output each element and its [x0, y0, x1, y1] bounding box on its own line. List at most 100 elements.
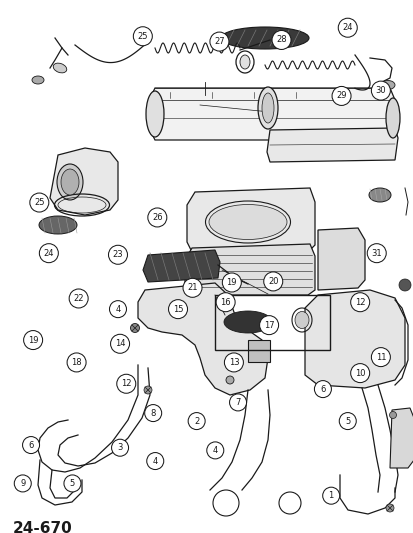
Ellipse shape: [368, 188, 390, 202]
Circle shape: [24, 330, 43, 350]
Circle shape: [322, 487, 339, 504]
Bar: [214, 295, 329, 350]
Ellipse shape: [385, 98, 399, 138]
Circle shape: [183, 278, 202, 297]
Text: 4: 4: [212, 446, 217, 455]
Text: 10: 10: [354, 369, 365, 377]
Polygon shape: [150, 88, 394, 140]
Text: 12: 12: [121, 379, 131, 388]
Circle shape: [337, 18, 356, 37]
Circle shape: [108, 245, 127, 264]
Text: 24: 24: [342, 23, 352, 32]
Text: 12: 12: [354, 298, 365, 306]
Circle shape: [224, 353, 243, 372]
Ellipse shape: [130, 324, 139, 333]
Polygon shape: [142, 250, 219, 282]
Circle shape: [147, 208, 166, 227]
Text: 4: 4: [115, 305, 120, 313]
Text: 6: 6: [320, 385, 325, 393]
Text: 31: 31: [370, 249, 381, 257]
Text: 1: 1: [328, 491, 333, 500]
Ellipse shape: [261, 93, 273, 123]
Circle shape: [259, 316, 278, 335]
Ellipse shape: [61, 169, 79, 195]
Circle shape: [398, 279, 410, 291]
Polygon shape: [50, 148, 118, 215]
Circle shape: [111, 439, 128, 456]
Circle shape: [206, 442, 223, 459]
Ellipse shape: [146, 91, 164, 137]
Circle shape: [168, 300, 187, 319]
Text: 14: 14: [114, 340, 125, 348]
Polygon shape: [187, 188, 314, 252]
Ellipse shape: [209, 205, 286, 239]
Text: 6: 6: [28, 441, 33, 449]
Ellipse shape: [221, 27, 308, 49]
Circle shape: [188, 413, 205, 430]
Ellipse shape: [32, 76, 44, 84]
Circle shape: [331, 86, 350, 106]
Text: 29: 29: [335, 92, 346, 100]
Circle shape: [222, 273, 241, 292]
Ellipse shape: [380, 80, 394, 90]
Circle shape: [366, 244, 385, 263]
Circle shape: [146, 453, 164, 470]
Text: 4: 4: [152, 457, 157, 465]
Circle shape: [22, 437, 40, 454]
Circle shape: [209, 32, 228, 51]
Text: 13: 13: [228, 358, 239, 367]
Text: 28: 28: [275, 36, 286, 44]
Text: 15: 15: [172, 305, 183, 313]
Ellipse shape: [225, 376, 233, 384]
Text: 24: 24: [43, 249, 54, 257]
Ellipse shape: [57, 164, 83, 200]
Text: 30: 30: [375, 86, 385, 95]
Ellipse shape: [144, 386, 152, 394]
Circle shape: [133, 27, 152, 46]
Text: 5: 5: [344, 417, 349, 425]
Circle shape: [39, 244, 58, 263]
Text: 21: 21: [187, 284, 197, 292]
Ellipse shape: [240, 55, 249, 69]
Circle shape: [67, 353, 86, 372]
Text: 3: 3: [117, 443, 122, 452]
Text: 27: 27: [214, 37, 224, 46]
Polygon shape: [389, 408, 413, 468]
Ellipse shape: [385, 504, 393, 512]
Text: 25: 25: [34, 198, 45, 207]
Text: 9: 9: [20, 479, 25, 488]
Circle shape: [109, 301, 126, 318]
Polygon shape: [138, 283, 267, 395]
Circle shape: [30, 193, 49, 212]
Circle shape: [69, 289, 88, 308]
Circle shape: [370, 81, 389, 100]
Circle shape: [116, 374, 135, 393]
Ellipse shape: [294, 311, 308, 328]
Text: 20: 20: [267, 277, 278, 286]
Circle shape: [271, 30, 290, 50]
Circle shape: [110, 334, 129, 353]
Circle shape: [144, 405, 161, 422]
Text: 18: 18: [71, 358, 82, 367]
Text: 5: 5: [70, 479, 75, 488]
Text: 8: 8: [150, 409, 155, 417]
Text: 22: 22: [73, 294, 84, 303]
Circle shape: [229, 394, 246, 411]
Circle shape: [370, 348, 389, 367]
Text: 25: 25: [137, 32, 148, 41]
Circle shape: [64, 475, 81, 492]
Text: 11: 11: [375, 353, 385, 361]
Ellipse shape: [53, 63, 66, 73]
Circle shape: [313, 381, 331, 398]
Polygon shape: [185, 244, 314, 295]
Circle shape: [14, 475, 31, 492]
Text: 17: 17: [263, 321, 274, 329]
Ellipse shape: [223, 311, 271, 333]
Text: 23: 23: [112, 251, 123, 259]
Polygon shape: [317, 228, 364, 290]
Polygon shape: [304, 290, 404, 388]
Ellipse shape: [389, 411, 396, 418]
Text: 26: 26: [152, 213, 162, 222]
Circle shape: [216, 293, 235, 312]
Circle shape: [350, 364, 369, 383]
